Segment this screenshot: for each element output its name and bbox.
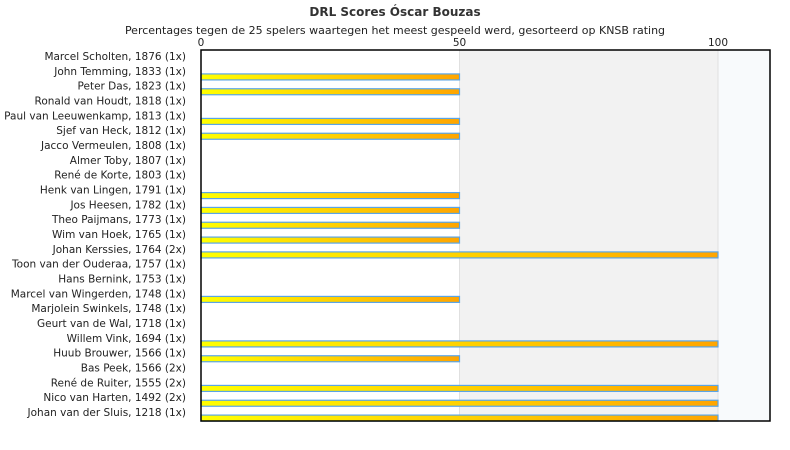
category-label: Jos Heesen, 1782 (1x): [69, 199, 186, 211]
bar: [200, 295, 461, 304]
category-label: Theo Paijmans, 1773 (1x): [51, 214, 186, 226]
category-label: Marcel van Wingerden, 1748 (1x): [11, 288, 186, 300]
category-label: Toon van der Ouderaa, 1757 (1x): [11, 259, 186, 271]
category-label: Johan Kerssies, 1764 (2x): [52, 244, 186, 256]
category-label: Wim van Hoek, 1765 (1x): [52, 229, 186, 241]
category-label: Ronald van Houdt, 1818 (1x): [35, 96, 186, 108]
band-100-plus: [718, 50, 770, 421]
x-tick-label: 50: [453, 37, 466, 49]
category-label: Bas Peek, 1566 (2x): [81, 363, 186, 375]
category-label: Jacco Vermeulen, 1808 (1x): [40, 140, 186, 152]
bar: [200, 399, 719, 407]
category-label: Marcel Scholten, 1876 (1x): [44, 51, 186, 63]
band-50-100: [459, 50, 718, 421]
category-label: Geurt van de Wal, 1718 (1x): [37, 318, 186, 330]
chart-title: DRL Scores Óscar Bouzas: [309, 5, 481, 19]
bar: [200, 384, 719, 393]
chart-subtitle: Percentages tegen de 25 spelers waartege…: [124, 24, 666, 37]
bar: [200, 340, 719, 348]
category-label: Sjef van Heck, 1812 (1x): [56, 125, 186, 137]
category-label: Huub Brouwer, 1566 (1x): [53, 348, 186, 360]
category-label: Peter Das, 1823 (1x): [78, 81, 186, 93]
bar: [200, 414, 719, 422]
x-tick-label: 0: [198, 37, 205, 49]
bar: [200, 191, 461, 200]
plot-border: [200, 49, 771, 422]
category-label: René de Ruiter, 1555 (2x): [51, 377, 186, 389]
bar: [200, 236, 461, 244]
bar: [200, 132, 461, 140]
category-label: Nico van Harten, 1492 (2x): [43, 392, 186, 404]
bar: [200, 221, 461, 229]
category-label: Almer Toby, 1807 (1x): [70, 155, 186, 167]
category-label: René de Korte, 1803 (1x): [54, 170, 186, 182]
category-label: Marjolein Swinkels, 1748 (1x): [31, 303, 186, 315]
category-label: Johan van der Sluis, 1218 (1x): [27, 407, 186, 419]
category-label: Willem Vink, 1694 (1x): [67, 333, 186, 345]
category-label: Paul van Leeuwenkamp, 1813 (1x): [4, 110, 186, 122]
bar: [200, 117, 461, 126]
bar: [200, 88, 461, 96]
bar: [200, 355, 461, 363]
category-label: John Temming, 1833 (1x): [53, 66, 186, 78]
bar: [200, 206, 461, 215]
bar: [200, 73, 461, 81]
x-tick-label: 100: [708, 37, 728, 49]
bar: [200, 251, 719, 259]
category-label: Henk van Lingen, 1791 (1x): [40, 185, 186, 197]
category-label: Hans Bernink, 1753 (1x): [58, 274, 186, 286]
